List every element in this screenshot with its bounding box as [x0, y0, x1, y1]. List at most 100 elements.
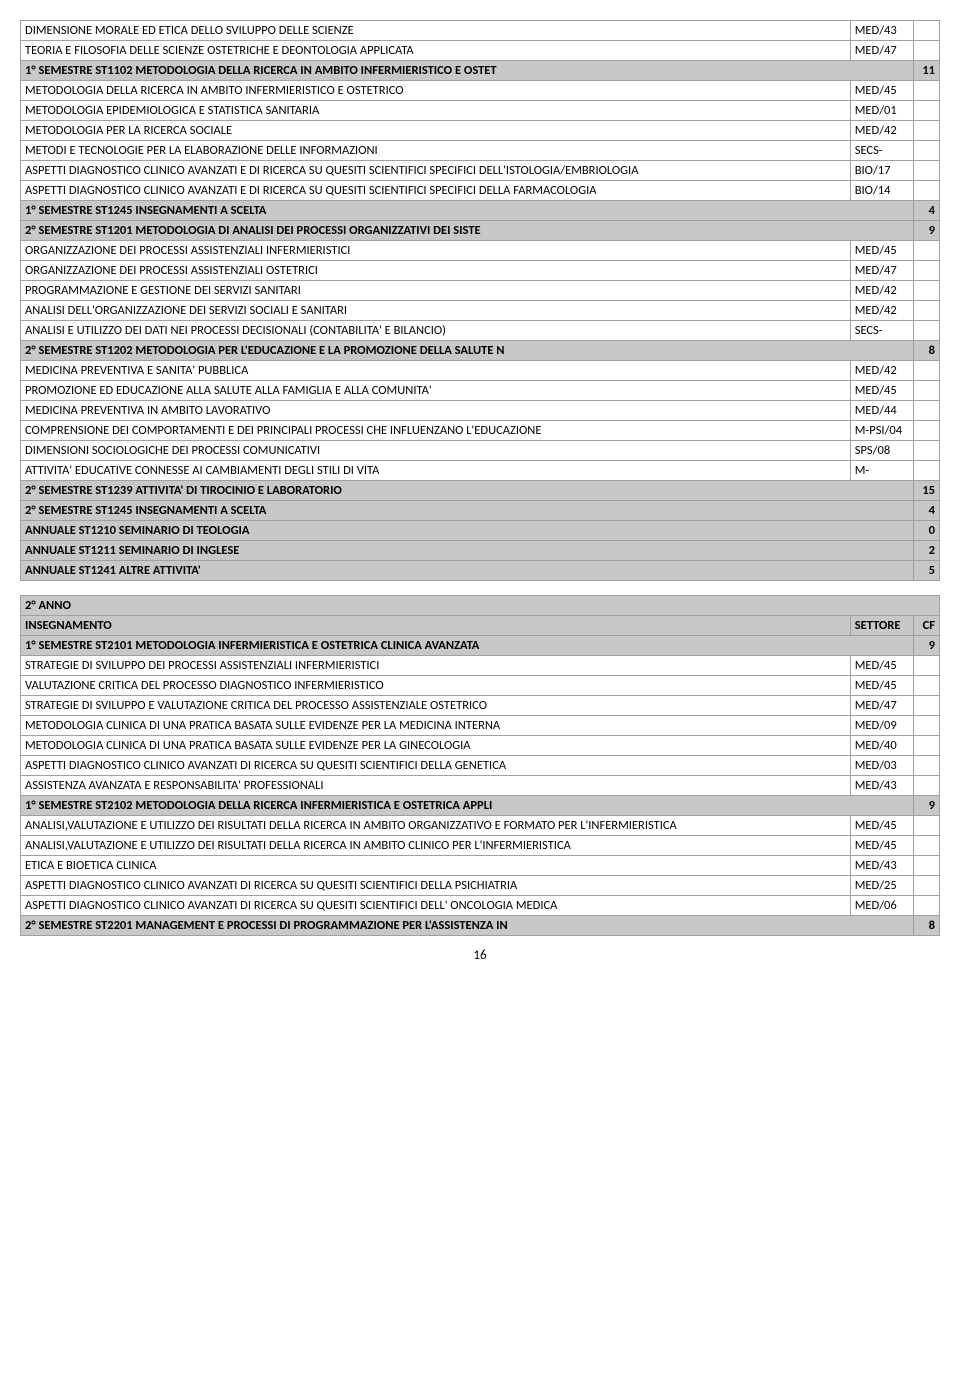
- course-settore: MED/40: [850, 736, 913, 756]
- course-cf: [913, 716, 939, 736]
- course-cf: [913, 836, 939, 856]
- course-title: ANALISI,VALUTAZIONE E UTILIZZO DEI RISUL…: [21, 816, 851, 836]
- course-cf: [913, 301, 939, 321]
- course-title: METODOLOGIA CLINICA DI UNA PRATICA BASAT…: [21, 736, 851, 756]
- course-title: ANALISI DELL'ORGANIZZAZIONE DEI SERVIZI …: [21, 301, 851, 321]
- course-title: STRATEGIE DI SVILUPPO DEI PROCESSI ASSIS…: [21, 656, 851, 676]
- course-title: METODOLOGIA DELLA RICERCA IN AMBITO INFE…: [21, 81, 851, 101]
- col-insegnamento: INSEGNAMENTO: [21, 616, 851, 636]
- course-settore: BIO/17: [850, 161, 913, 181]
- course-cf: [913, 756, 939, 776]
- course-cf: [913, 856, 939, 876]
- course-settore: MED/42: [850, 361, 913, 381]
- section-title: 2° SEMESTRE ST1202 METODOLOGIA PER L'EDU…: [21, 341, 914, 361]
- course-cf: [913, 41, 939, 61]
- course-settore: MED/45: [850, 836, 913, 856]
- course-settore: MED/45: [850, 676, 913, 696]
- course-title: ASSISTENZA AVANZATA E RESPONSABILITA' PR…: [21, 776, 851, 796]
- page-number: 16: [20, 948, 940, 963]
- course-title: PROGRAMMAZIONE E GESTIONE DEI SERVIZI SA…: [21, 281, 851, 301]
- section-title: ANNUALE ST1241 ALTRE ATTIVITA': [21, 561, 914, 581]
- course-title: METODOLOGIA CLINICA DI UNA PRATICA BASAT…: [21, 716, 851, 736]
- course-title: TEORIA E FILOSOFIA DELLE SCIENZE OSTETRI…: [21, 41, 851, 61]
- section-title: ANNUALE ST1211 SEMINARIO DI INGLESE: [21, 541, 914, 561]
- year-header: 2° ANNO: [21, 596, 940, 616]
- section-cf: 9: [913, 636, 939, 656]
- course-cf: [913, 281, 939, 301]
- section-title: 2° SEMESTRE ST1239 ATTIVITA' DI TIROCINI…: [21, 481, 914, 501]
- section-cf: 9: [913, 221, 939, 241]
- course-cf: [913, 776, 939, 796]
- course-settore: MED/45: [850, 81, 913, 101]
- course-title: ASPETTI DIAGNOSTICO CLINICO AVANZATI E D…: [21, 161, 851, 181]
- course-cf: [913, 676, 939, 696]
- section-title: 2° SEMESTRE ST1201 METODOLOGIA DI ANALIS…: [21, 221, 914, 241]
- course-cf: [913, 21, 939, 41]
- course-title: ANALISI,VALUTAZIONE E UTILIZZO DEI RISUL…: [21, 836, 851, 856]
- course-title: METODOLOGIA PER LA RICERCA SOCIALE: [21, 121, 851, 141]
- section-cf: 0: [913, 521, 939, 541]
- course-cf: [913, 696, 939, 716]
- section-title: 1° SEMESTRE ST1245 INSEGNAMENTI A SCELTA: [21, 201, 914, 221]
- course-cf: [913, 261, 939, 281]
- course-cf: [913, 441, 939, 461]
- course-title: ANALISI E UTILIZZO DEI DATI NEI PROCESSI…: [21, 321, 851, 341]
- section-cf: 9: [913, 796, 939, 816]
- course-title: MEDICINA PREVENTIVA E SANITA' PUBBLICA: [21, 361, 851, 381]
- section-cf: 8: [913, 916, 939, 936]
- course-settore: MED/42: [850, 121, 913, 141]
- course-settore: MED/47: [850, 41, 913, 61]
- course-cf: [913, 461, 939, 481]
- course-settore: MED/47: [850, 696, 913, 716]
- course-settore: SECS-: [850, 321, 913, 341]
- course-title: ORGANIZZAZIONE DEI PROCESSI ASSISTENZIAL…: [21, 241, 851, 261]
- course-settore: M-PSI/04: [850, 421, 913, 441]
- course-title: ORGANIZZAZIONE DEI PROCESSI ASSISTENZIAL…: [21, 261, 851, 281]
- course-title: ASPETTI DIAGNOSTICO CLINICO AVANZATI DI …: [21, 876, 851, 896]
- course-cf: [913, 321, 939, 341]
- course-settore: MED/47: [850, 261, 913, 281]
- section-cf: 4: [913, 501, 939, 521]
- course-title: DIMENSIONI SOCIOLOGICHE DEI PROCESSI COM…: [21, 441, 851, 461]
- section-title: 1° SEMESTRE ST1102 METODOLOGIA DELLA RIC…: [21, 61, 914, 81]
- curriculum-table-1: DIMENSIONE MORALE ED ETICA DELLO SVILUPP…: [20, 20, 940, 581]
- course-settore: MED/45: [850, 241, 913, 261]
- course-title: COMPRENSIONE DEI COMPORTAMENTI E DEI PRI…: [21, 421, 851, 441]
- course-cf: [913, 401, 939, 421]
- course-settore: MED/01: [850, 101, 913, 121]
- course-settore: MED/45: [850, 816, 913, 836]
- course-settore: BIO/14: [850, 181, 913, 201]
- course-cf: [913, 736, 939, 756]
- course-title: PROMOZIONE ED EDUCAZIONE ALLA SALUTE ALL…: [21, 381, 851, 401]
- course-settore: MED/43: [850, 776, 913, 796]
- course-settore: SPS/08: [850, 441, 913, 461]
- course-cf: [913, 656, 939, 676]
- section-title: 1° SEMESTRE ST2101 METODOLOGIA INFERMIER…: [21, 636, 914, 656]
- course-title: METODOLOGIA EPIDEMIOLOGICA E STATISTICA …: [21, 101, 851, 121]
- course-cf: [913, 101, 939, 121]
- course-cf: [913, 896, 939, 916]
- course-settore: MED/03: [850, 756, 913, 776]
- course-title: ETICA E BIOETICA CLINICA: [21, 856, 851, 876]
- course-title: ASPETTI DIAGNOSTICO CLINICO AVANZATI E D…: [21, 181, 851, 201]
- course-cf: [913, 181, 939, 201]
- section-cf: 2: [913, 541, 939, 561]
- section-title: 2° SEMESTRE ST1245 INSEGNAMENTI A SCELTA: [21, 501, 914, 521]
- section-cf: 5: [913, 561, 939, 581]
- course-settore: MED/43: [850, 856, 913, 876]
- course-title: ASPETTI DIAGNOSTICO CLINICO AVANZATI DI …: [21, 896, 851, 916]
- section-cf: 4: [913, 201, 939, 221]
- course-cf: [913, 381, 939, 401]
- course-settore: MED/09: [850, 716, 913, 736]
- course-settore: MED/42: [850, 301, 913, 321]
- course-title: DIMENSIONE MORALE ED ETICA DELLO SVILUPP…: [21, 21, 851, 41]
- course-cf: [913, 161, 939, 181]
- section-cf: 15: [913, 481, 939, 501]
- course-settore: MED/06: [850, 896, 913, 916]
- course-settore: SECS-: [850, 141, 913, 161]
- section-cf: 11: [913, 61, 939, 81]
- section-title: 2° SEMESTRE ST2201 MANAGEMENT E PROCESSI…: [21, 916, 914, 936]
- course-cf: [913, 241, 939, 261]
- col-cf: CF: [913, 616, 939, 636]
- course-settore: MED/45: [850, 381, 913, 401]
